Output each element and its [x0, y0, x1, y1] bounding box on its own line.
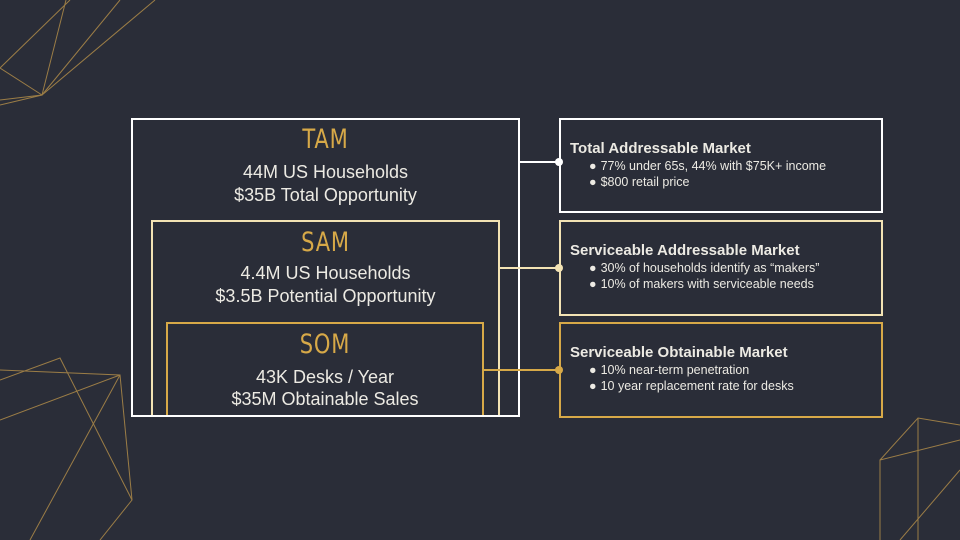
- som-connector: [484, 369, 560, 371]
- bullet-icon: ●: [589, 379, 597, 393]
- som-sales: $35M Obtainable Sales: [231, 389, 419, 409]
- list-item: ● 10% near-term penetration: [589, 362, 871, 378]
- som-desks: 43K Desks / Year: [255, 367, 395, 387]
- list-item: ● 30% of households identify as “makers”: [589, 260, 871, 276]
- bullet-text: 10% of makers with serviceable needs: [600, 277, 814, 291]
- bullet-icon: ●: [589, 363, 597, 377]
- tam-description-card: Total Addressable Market ● 77% under 65s,…: [559, 118, 883, 213]
- som-region: [166, 322, 484, 417]
- regions-baseline: [131, 415, 520, 417]
- tam-card-title: Total Addressable Market: [570, 140, 751, 157]
- bullet-text: 30% of households identify as “makers”: [600, 261, 820, 275]
- bullet-text: 10 year replacement rate for desks: [600, 379, 794, 393]
- sam-households: 4.4M US Households: [240, 263, 411, 283]
- bullet-icon: ●: [589, 261, 597, 275]
- bullet-icon: ●: [589, 159, 597, 173]
- sam-connector: [500, 267, 560, 269]
- som-bullet-list: ● 10% near-term penetration ● 10 year repl…: [570, 362, 871, 394]
- list-item: ● 10 year replacement rate for desks: [589, 378, 871, 394]
- som-acronym: SOM: [299, 329, 351, 360]
- list-item: ● 77% under 65s, 44% with $75K+ income: [589, 158, 871, 174]
- bullet-icon: ●: [589, 175, 597, 189]
- sam-region: [151, 220, 500, 417]
- list-item: ● $800 retail price: [589, 174, 871, 190]
- tam-connector: [520, 161, 560, 163]
- sam-opportunity: $3.5B Potential Opportunity: [215, 286, 436, 306]
- tam-opportunity: $35B Total Opportunity: [234, 185, 417, 205]
- tam-acronym: TAM: [302, 124, 349, 155]
- som-description-card: Serviceable Obtainable Market ● 10% near-…: [559, 322, 883, 418]
- tam-bullet-list: ● 77% under 65s, 44% with $75K+ income ● $…: [570, 158, 871, 190]
- bullet-text: $800 retail price: [600, 175, 690, 189]
- sam-bullet-list: ● 30% of households identify as “makers” …: [570, 260, 871, 292]
- bullet-text: 10% near-term penetration: [600, 363, 750, 377]
- list-item: ● 10% of makers with serviceable needs: [589, 276, 871, 292]
- tam-households: 44M US Households: [242, 162, 409, 182]
- bullet-text: 77% under 65s, 44% with $75K+ income: [600, 159, 827, 173]
- sam-description-card: Serviceable Addressable Market ● 30% of h…: [559, 220, 883, 316]
- sam-card-title: Serviceable Addressable Market: [570, 242, 800, 259]
- som-card-title: Serviceable Obtainable Market: [570, 344, 788, 361]
- bullet-icon: ●: [589, 277, 597, 291]
- sam-acronym: SAM: [301, 227, 350, 258]
